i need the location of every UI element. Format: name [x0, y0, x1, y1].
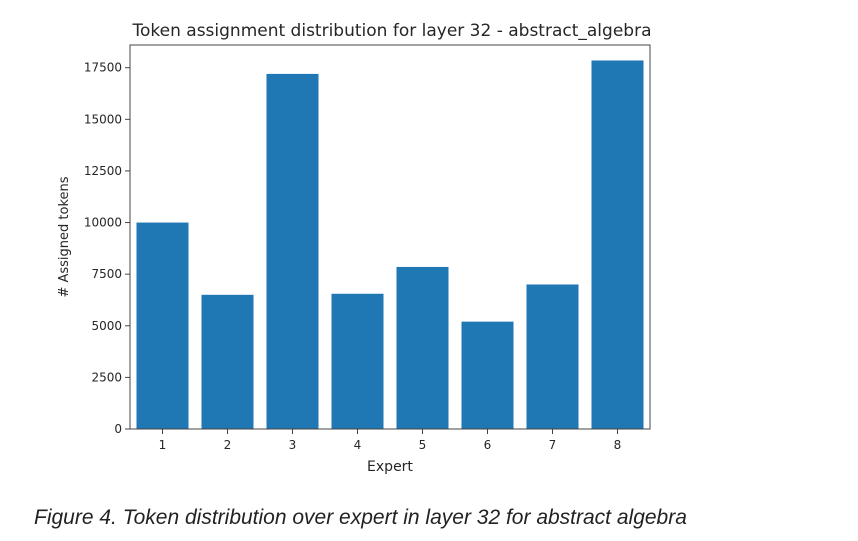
x-axis: 1 2 3 4 5 6 7 8 — [159, 429, 622, 452]
y-tick-label: 5000 — [91, 319, 122, 333]
x-tick-label: 1 — [159, 438, 167, 452]
x-tick-label: 7 — [549, 438, 557, 452]
bars-group — [136, 60, 644, 430]
x-tick-label: 3 — [289, 438, 297, 452]
figure-caption: Figure 4. Token distribution over expert… — [34, 506, 687, 529]
x-axis-label: Expert — [367, 459, 413, 475]
y-tick-label: 0 — [114, 422, 122, 436]
bar-expert-1 — [136, 222, 189, 429]
x-tick-label: 8 — [614, 438, 622, 452]
bar-expert-4 — [331, 293, 384, 429]
y-tick-label: 7500 — [91, 267, 122, 281]
y-tick-label: 15000 — [84, 112, 122, 126]
bar-expert-2 — [201, 294, 254, 429]
bar-expert-5 — [396, 266, 449, 429]
bar-expert-3 — [266, 73, 319, 430]
x-tick-label: 4 — [354, 438, 362, 452]
bar-expert-8 — [591, 60, 644, 429]
y-tick-label: 17500 — [84, 61, 122, 75]
plot-frame — [129, 44, 651, 430]
x-tick-label: 2 — [224, 438, 232, 452]
bar-chart: Token assignment distribution for layer … — [57, 21, 652, 475]
y-tick-label: 2500 — [91, 370, 122, 384]
x-tick-label: 6 — [484, 438, 492, 452]
y-axis-label: # Assigned tokens — [57, 176, 72, 297]
y-tick-label: 12500 — [84, 164, 122, 178]
bar-expert-6 — [461, 321, 514, 429]
y-axis: 0 2500 5000 7500 10000 12500 15000 17500 — [84, 61, 130, 436]
y-tick-label: 10000 — [84, 216, 122, 230]
chart-title: Token assignment distribution for layer … — [132, 21, 652, 41]
x-tick-label: 5 — [419, 438, 427, 452]
bar-expert-7 — [526, 284, 579, 429]
